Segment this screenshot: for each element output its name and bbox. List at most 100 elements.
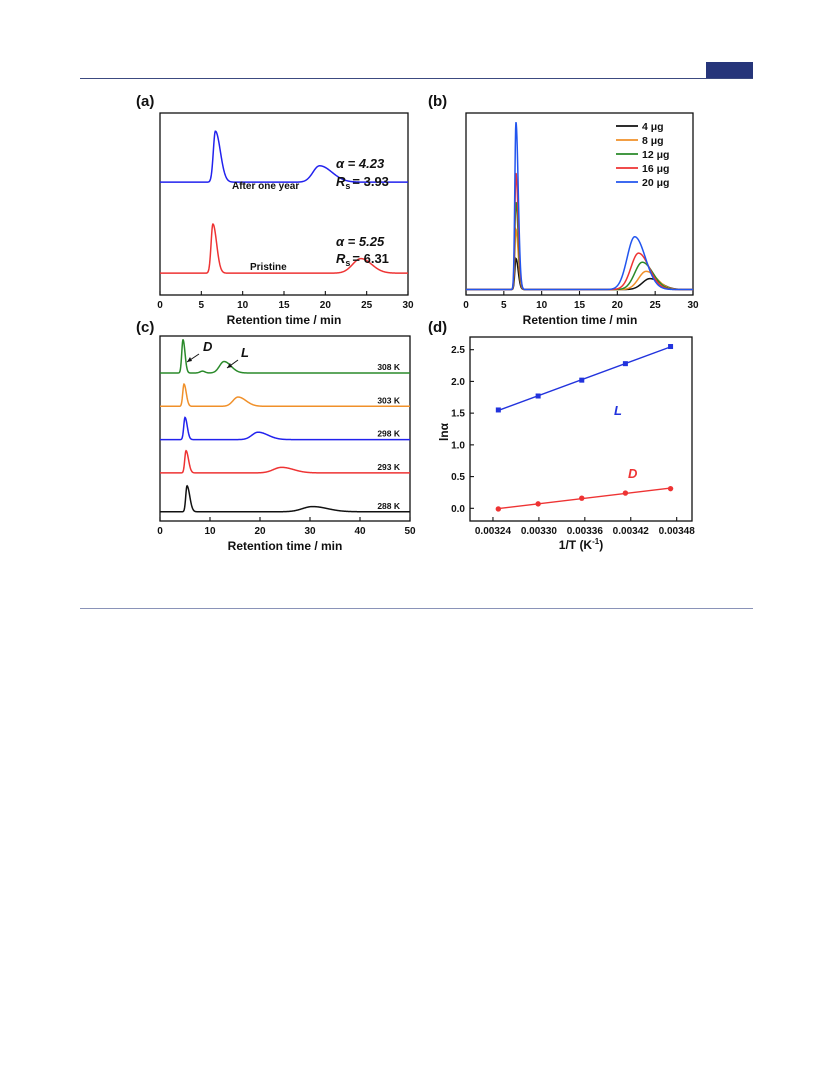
panel-a-x-tick-label: 15 [278, 300, 290, 311]
panel-d-series [495, 344, 674, 512]
panel-b-x-tick-label: 25 [650, 300, 662, 311]
panel-c-series-2 [160, 416, 410, 441]
panel-a-x-tick-label: 5 [199, 300, 205, 311]
panel-c-temperature-label: 308 K [377, 362, 401, 372]
panel-d-x-tick-label: 0.00336 [567, 526, 604, 537]
panel-a-x-tick-label: 10 [237, 300, 249, 311]
panel-c-d-label: D [203, 339, 213, 354]
panel-c-series-0 [160, 339, 410, 374]
panel-b-legend-label: 12 μg [642, 149, 669, 161]
panel-b-legend-label: 16 μg [642, 163, 669, 175]
panel-c-temperature-label: 298 K [377, 429, 401, 439]
panel-a-x-tick-label: 25 [361, 300, 373, 311]
panel-b-x-ticks: 0 5 10 15 20 25 30 [463, 291, 699, 311]
panel-c-l-arrowhead [227, 363, 232, 368]
panel-b-x-tick-label: 15 [574, 300, 586, 311]
panel-d-point-L [535, 393, 541, 399]
panel-c-x-tick-label: 50 [404, 526, 416, 537]
panel-a-after-rs-symbol: R [336, 174, 346, 189]
panel-b-legend-label: 4 μg [642, 121, 664, 133]
panel-d-point-L [668, 344, 674, 350]
panel-b-legend-label: 20 μg [642, 177, 669, 189]
panel-b-x-tick-label: 20 [612, 300, 624, 311]
panel-a-x-tick-label: 0 [157, 300, 163, 311]
panel-d-x-axis-title-tail: ) [599, 538, 603, 552]
panel-c-x-tick-label: 20 [254, 526, 266, 537]
panel-a-label: (a) [136, 93, 154, 110]
panel-a-pristine-alpha: α = 5.25 [336, 234, 385, 249]
panel-a-pristine-rs-sub: s [345, 258, 350, 268]
panel-c-label: (c) [136, 319, 154, 336]
panel-d-y-axis-title: lnα [437, 422, 451, 441]
panel-c-series-3 [160, 449, 410, 474]
panel-d-point-D [667, 485, 674, 492]
panel-a-after-one-year-label: After one year [232, 181, 299, 192]
panel-c-l-label: L [241, 345, 249, 360]
panel-d-point-L [622, 361, 628, 367]
panel-d-y-tick-label: 2.5 [451, 345, 465, 356]
panel-c-x-tick-label: 30 [304, 526, 316, 537]
panel-a-x-ticks: 0 5 10 15 20 25 30 [157, 291, 414, 311]
panel-c-frame [159, 335, 411, 522]
panel-b-x-axis-title: Retention time / min [523, 313, 638, 327]
panel-a-after-alpha-text: α = 4.23 [336, 156, 385, 171]
panel-d-point-D [622, 490, 629, 496]
footer-rule [80, 608, 753, 609]
panel-c-series-4 [160, 484, 410, 513]
panel-c-series-1 [160, 383, 410, 408]
panel-d-frame [469, 336, 693, 522]
panel-c-x-ticks: 0 10 20 30 40 50 [157, 517, 416, 537]
panel-d-x-axis-title-sup: -1 [592, 537, 600, 546]
panel-b-x-tick-label: 5 [501, 300, 507, 311]
panel-b-legend: 4 μg 8 μg 12 μg 16 μg 20 μg [616, 121, 669, 189]
panel-d-point-D [535, 501, 541, 507]
panel-a-pristine-alpha-text: α = 5.25 [336, 234, 385, 249]
panel-d-fit-line-L [498, 346, 671, 412]
panel-d-y-tick-label: 1.0 [451, 440, 465, 451]
panel-a-pristine-rs: Rs = 6.31 [336, 251, 389, 268]
panel-b-series-3 [466, 172, 693, 291]
panel-c-x-tick-label: 0 [157, 526, 163, 537]
panel-d-label: (d) [428, 319, 447, 336]
panel-d-L-label: L [614, 403, 622, 418]
panel-d-x-axis-title-main: 1/T (K [559, 538, 593, 552]
panel-a-x-tick-label: 30 [402, 300, 414, 311]
panel-a-after-rs-value: = 3.93 [352, 174, 389, 189]
panel-a-after-rs: Rs = 3.93 [336, 174, 389, 191]
panel-d-x-tick-label: 0.00348 [659, 526, 696, 537]
panel-d-point-L [579, 377, 585, 383]
panel-c-temperature-label: 293 K [377, 462, 401, 472]
panel-a-x-axis-title: Retention time / min [227, 313, 342, 327]
panel-c-x-tick-label: 10 [204, 526, 216, 537]
panel-a-series-0 [160, 130, 408, 183]
panel-d-point-L [495, 407, 501, 413]
panel-d-y-tick-label: 0.5 [451, 472, 465, 483]
panel-b-label: (b) [428, 93, 447, 110]
panel-b-x-tick-label: 0 [463, 300, 469, 311]
panel-c-x-tick-label: 40 [354, 526, 366, 537]
panel-c-d-arrowhead [187, 357, 192, 362]
panel-d-x-tick-label: 0.00324 [475, 526, 512, 537]
panel-d: (d) 0.00324 0.00330 0.00336 0.00342 0.00348 … [428, 319, 695, 552]
panel-d-D-label: D [628, 466, 638, 481]
panel-a-curves [160, 130, 408, 274]
panel-b-x-tick-label: 30 [687, 300, 699, 311]
panel-d-x-axis-title: 1/T (K-1) [559, 537, 603, 552]
panel-b: (b) 0 5 10 15 20 25 30 4 μg 8 μg 12 μg 16 μg 20 μg… [428, 93, 699, 327]
panel-d-x-tick-label: 0.00342 [613, 526, 650, 537]
panel-a-pristine-rs-value: = 6.31 [352, 251, 389, 266]
panel-a: (a) 0 5 10 15 20 25 30 Retention time / min Af… [136, 93, 414, 327]
panel-b-x-tick-label: 10 [536, 300, 548, 311]
header-rule [80, 78, 753, 79]
panel-d-y-ticks: 0.0 0.5 1.0 1.5 2.0 2.5 [451, 345, 474, 515]
panel-b-legend-label: 8 μg [642, 135, 664, 147]
panel-c-temperature-labels: 308 K 303 K 298 K 293 K 288 K [377, 362, 401, 511]
panel-d-y-tick-label: 0.0 [451, 504, 465, 515]
panel-b-series-2 [466, 201, 693, 291]
header-accent-box [706, 62, 753, 78]
panel-c-temperature-label: 288 K [377, 501, 401, 511]
panel-b-series-4 [466, 121, 693, 291]
panel-b-curves [466, 121, 693, 291]
panel-d-point-D [579, 495, 585, 501]
